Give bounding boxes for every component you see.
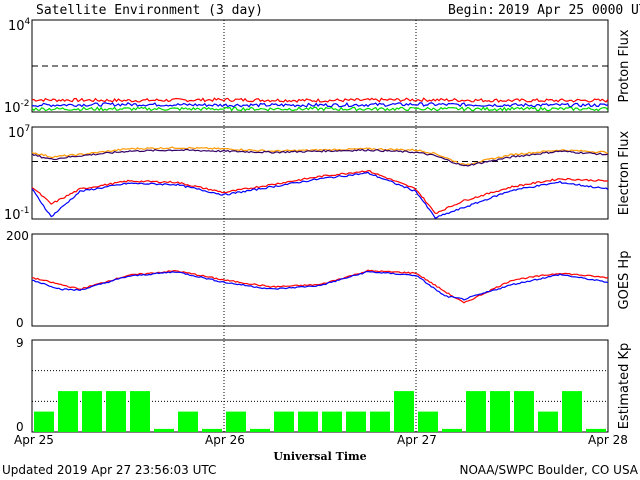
svg-text:107: 107: [8, 124, 30, 141]
hp-panel-frame: [31, 233, 609, 327]
x-tick-apr25: Apr 25: [14, 433, 54, 447]
electron-series-blue: [31, 171, 609, 219]
electron-flux-plot: [31, 146, 609, 219]
kp-y-top-tick: 9: [16, 336, 24, 350]
kp-y-bottom-tick: 0: [16, 420, 24, 434]
kp-bar: [298, 411, 318, 432]
electron-series-orange: [31, 146, 609, 166]
begin-value: 2019 Apr 25 0000 UTC: [498, 3, 640, 18]
goes-hp-plot: [31, 269, 609, 304]
proton-panel-frame: [31, 19, 609, 113]
x-tick-apr27: Apr 27: [397, 433, 437, 447]
data-source: NOAA/SWPC Boulder, CO USA: [460, 463, 639, 477]
hp-series-red: [31, 269, 609, 304]
kp-panel-frame: [31, 339, 609, 433]
kp-bar: [490, 391, 510, 432]
kp-bar: [442, 428, 462, 432]
kp-bar: [178, 411, 198, 432]
kp-ylabel: Estimated Kp: [617, 343, 632, 430]
electron-series-purple: [31, 148, 609, 167]
kp-bar: [106, 391, 126, 432]
kp-bar: [562, 391, 582, 432]
hp-y-top-tick: 200: [6, 229, 29, 243]
kp-bar: [82, 391, 102, 432]
proton-series-blue: [31, 102, 609, 108]
kp-bar: [34, 411, 54, 432]
svg-text:10-1: 10-1: [4, 206, 30, 223]
proton-flux-plot: [31, 65, 609, 112]
updated-timestamp: Updated 2019 Apr 27 23:56:03 UTC: [2, 463, 216, 477]
begin-label: Begin:: [448, 3, 495, 18]
kp-bar: [466, 391, 486, 432]
kp-bar: [130, 391, 150, 432]
chart-title: Satellite Environment (3 day): [36, 3, 263, 18]
proton-series-green: [31, 106, 609, 112]
kp-bar: [250, 428, 270, 432]
kp-bar: [226, 411, 246, 432]
kp-bar: [418, 411, 438, 432]
kp-bar: [346, 411, 366, 432]
electron-panel-frame: [31, 126, 609, 220]
proton-series-red: [31, 97, 609, 103]
proton-y-bottom-tick: 10-2: [4, 99, 30, 116]
electron-y-bottom-tick: 10-1: [4, 206, 30, 223]
hp-y-bottom-tick: 0: [16, 316, 24, 330]
proton-ylabel: Proton Flux: [617, 29, 632, 102]
electron-series-red: [31, 169, 609, 214]
x-axis-title: Universal Time: [273, 450, 366, 463]
electron-ylabel: Electron Flux: [617, 130, 632, 215]
kp-bar: [58, 391, 78, 432]
electron-y-top-tick: 107: [8, 124, 30, 141]
kp-bar: [514, 391, 534, 432]
proton-y-top-tick: 104: [8, 17, 31, 34]
kp-bar: [538, 411, 558, 432]
kp-bar: [370, 411, 390, 432]
svg-text:10-2: 10-2: [4, 99, 30, 116]
kp-bars-plot: [32, 370, 608, 432]
kp-bar: [274, 411, 294, 432]
x-tick-apr28: Apr 28: [588, 433, 628, 447]
kp-bar: [322, 411, 342, 432]
kp-bar: [394, 391, 414, 432]
hp-ylabel: GOES Hp: [617, 251, 632, 310]
svg-text:104: 104: [8, 17, 31, 34]
kp-bar: [586, 428, 606, 432]
kp-bar: [154, 428, 174, 432]
kp-bar: [202, 428, 222, 432]
x-tick-apr26: Apr 26: [205, 433, 245, 447]
hp-series-blue: [31, 270, 609, 301]
